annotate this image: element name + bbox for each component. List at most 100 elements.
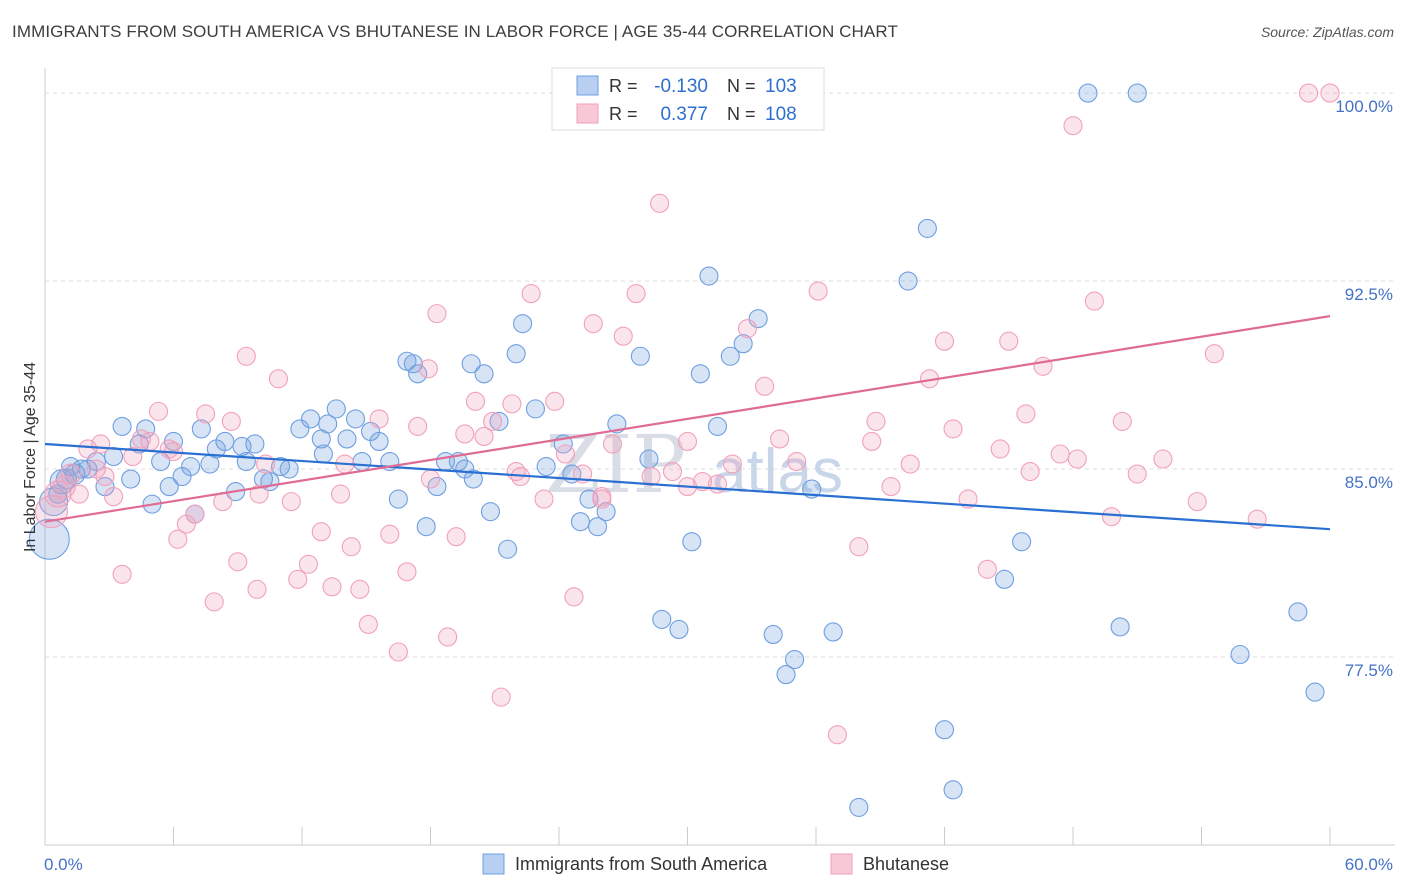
legend-r-value-blue: -0.130 bbox=[654, 76, 708, 97]
point-south-america-12 bbox=[136, 419, 156, 439]
legend-n-label-blue: N = bbox=[727, 76, 756, 96]
point-bhutanese-13 bbox=[148, 401, 169, 421]
point-south-america-84 bbox=[849, 797, 869, 817]
point-bhutanese-108 bbox=[862, 431, 882, 452]
point-bhutanese-81 bbox=[934, 331, 955, 351]
point-south-america-88 bbox=[943, 780, 963, 800]
point-bhutanese-53 bbox=[534, 489, 554, 509]
point-bhutanese-52 bbox=[521, 284, 541, 304]
point-south-america-18 bbox=[181, 456, 201, 477]
point-south-america-23 bbox=[215, 431, 235, 452]
point-south-america-38 bbox=[352, 451, 372, 472]
point-bhutanese-102 bbox=[249, 484, 269, 504]
point-south-america-55 bbox=[498, 539, 518, 559]
point-bhutanese-67 bbox=[692, 472, 713, 492]
point-bhutanese-68 bbox=[707, 474, 728, 494]
correlation-legend: R = -0.130 N = 103 R = 0.377 N = 108 bbox=[551, 67, 825, 131]
point-bhutanese-62 bbox=[626, 284, 646, 304]
point-bhutanese-89 bbox=[1084, 291, 1104, 311]
point-south-america-71 bbox=[669, 619, 689, 639]
point-bhutanese-8 bbox=[103, 487, 124, 507]
point-south-america-72 bbox=[682, 532, 702, 552]
series-legend: Immigrants from South America Bhutanese bbox=[482, 853, 949, 875]
point-south-america-34 bbox=[318, 414, 338, 434]
point-south-america-45 bbox=[408, 364, 428, 384]
point-bhutanese-39 bbox=[397, 562, 417, 582]
point-south-america-89 bbox=[994, 569, 1015, 589]
point-south-america-99 bbox=[112, 416, 132, 436]
point-bhutanese-4 bbox=[69, 484, 89, 504]
point-bhutanese-85 bbox=[1016, 404, 1036, 424]
point-south-america-98 bbox=[61, 456, 81, 477]
point-bhutanese-97 bbox=[1299, 83, 1319, 103]
legend-swatch-blue bbox=[576, 75, 599, 96]
point-bhutanese-47 bbox=[474, 426, 494, 446]
point-bhutanese-30 bbox=[311, 522, 331, 542]
point-bhutanese-35 bbox=[358, 614, 378, 634]
point-south-america-65 bbox=[596, 502, 616, 522]
point-bhutanese-65 bbox=[662, 461, 683, 482]
point-south-america-95 bbox=[1288, 602, 1308, 622]
y-axis-label: In Labor Force | Age 35-44 bbox=[22, 362, 39, 552]
point-south-america-56 bbox=[506, 344, 526, 364]
legend-n-value-blue: 103 bbox=[765, 76, 797, 97]
point-bhutanese-36 bbox=[369, 409, 389, 429]
point-bhutanese-27 bbox=[281, 492, 301, 512]
point-bhutanese-54 bbox=[545, 391, 565, 411]
point-bhutanese-26 bbox=[268, 369, 288, 389]
point-bhutanese-73 bbox=[787, 451, 807, 472]
bottom-legend-swatch-pink bbox=[830, 853, 853, 875]
point-south-america-0 bbox=[28, 518, 70, 560]
point-bhutanese-41 bbox=[418, 359, 438, 379]
legend-swatch-pink bbox=[576, 103, 599, 124]
point-bhutanese-45 bbox=[455, 424, 475, 444]
point-bhutanese-98 bbox=[1320, 83, 1340, 103]
point-south-america-68 bbox=[630, 346, 650, 366]
point-bhutanese-69 bbox=[722, 454, 743, 474]
point-south-america-96 bbox=[1305, 682, 1325, 702]
point-bhutanese-90 bbox=[1102, 507, 1122, 527]
axes bbox=[44, 68, 1395, 846]
point-south-america-30 bbox=[279, 459, 299, 479]
bottom-legend-label-blue: Immigrants from South America bbox=[515, 854, 768, 874]
watermark: ZIP atlas bbox=[545, 418, 843, 511]
y-tick-label-0: 77.5% bbox=[1345, 661, 1393, 680]
point-bhutanese-3 bbox=[60, 463, 82, 485]
point-bhutanese-49 bbox=[491, 687, 511, 707]
point-south-america-40 bbox=[369, 431, 389, 452]
point-bhutanese-33 bbox=[341, 537, 361, 557]
point-south-america-53 bbox=[480, 502, 501, 522]
point-south-america-46 bbox=[416, 517, 436, 537]
series-bhutanese-points bbox=[34, 83, 1340, 745]
point-south-america-70 bbox=[652, 609, 672, 629]
legend-n-label-pink: N = bbox=[727, 104, 756, 124]
series-south-america-points bbox=[28, 83, 1325, 817]
point-south-america-47 bbox=[427, 477, 447, 497]
point-south-america-15 bbox=[159, 477, 179, 497]
gridlines bbox=[45, 92, 1395, 658]
point-south-america-86 bbox=[917, 218, 937, 238]
point-bhutanese-10 bbox=[123, 446, 143, 467]
point-south-america-69 bbox=[639, 449, 659, 469]
point-bhutanese-100 bbox=[91, 434, 111, 454]
point-bhutanese-22 bbox=[228, 552, 248, 572]
point-bhutanese-79 bbox=[900, 454, 920, 474]
point-south-america-44 bbox=[403, 354, 423, 374]
legend-r-value-pink: 0.377 bbox=[660, 104, 708, 125]
point-south-america-10 bbox=[121, 469, 141, 489]
point-south-america-42 bbox=[388, 489, 408, 509]
point-bhutanese-19 bbox=[204, 592, 224, 612]
point-bhutanese-83 bbox=[977, 559, 997, 579]
point-south-america-92 bbox=[1110, 617, 1130, 637]
point-south-america-62 bbox=[570, 512, 590, 532]
point-south-america-80 bbox=[776, 665, 796, 685]
point-bhutanese-74 bbox=[808, 281, 828, 301]
point-bhutanese-40 bbox=[408, 416, 428, 436]
point-south-america-101 bbox=[313, 444, 333, 464]
point-bhutanese-37 bbox=[380, 524, 400, 544]
point-south-america-75 bbox=[707, 416, 728, 436]
point-south-america-73 bbox=[690, 364, 710, 384]
point-bhutanese-105 bbox=[506, 461, 526, 482]
point-bhutanese-110 bbox=[990, 439, 1010, 459]
point-bhutanese-12 bbox=[140, 431, 160, 452]
